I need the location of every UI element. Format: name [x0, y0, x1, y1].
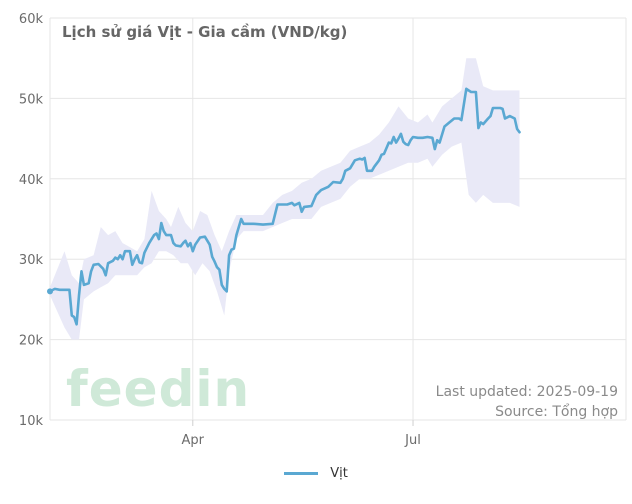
legend-item-vit[interactable]: Vịt: [284, 466, 348, 481]
last-updated-note: Last updated: 2025-09-19: [436, 384, 618, 400]
x-tick-label-Apr: Apr: [182, 433, 205, 448]
legend-line-icon: [284, 472, 319, 475]
series-point-start: [47, 288, 53, 295]
y-tick-label-60k: 60k: [19, 12, 44, 27]
legend-label: Vịt: [330, 466, 348, 481]
chart-legend: Vịt: [0, 466, 632, 481]
x-axis-ticks: Apr Jul: [182, 420, 421, 448]
series-band-vit: [50, 58, 520, 340]
y-tick-label-30k: 30k: [19, 253, 44, 268]
y-tick-label-10k: 10k: [19, 414, 44, 429]
y-tick-label-50k: 50k: [19, 92, 44, 107]
y-tick-label-40k: 40k: [19, 173, 44, 188]
source-note: Source: Tổng hợp: [495, 403, 618, 420]
logo-text: feedin: [66, 360, 251, 418]
y-axis-ticks: 10k 20k 30k 40k 50k 60k: [19, 12, 44, 429]
y-tick-label-20k: 20k: [19, 334, 44, 349]
feedin-logo: feedin: [66, 360, 250, 418]
series-line-layer: [47, 87, 521, 326]
price-range-band: [50, 58, 520, 340]
series-line-vit[interactable]: [48, 87, 521, 326]
chart-title: Lịch sử giá Vịt - Gia cầm (VND/kg): [62, 23, 347, 41]
x-tick-label-Jul: Jul: [404, 433, 421, 448]
